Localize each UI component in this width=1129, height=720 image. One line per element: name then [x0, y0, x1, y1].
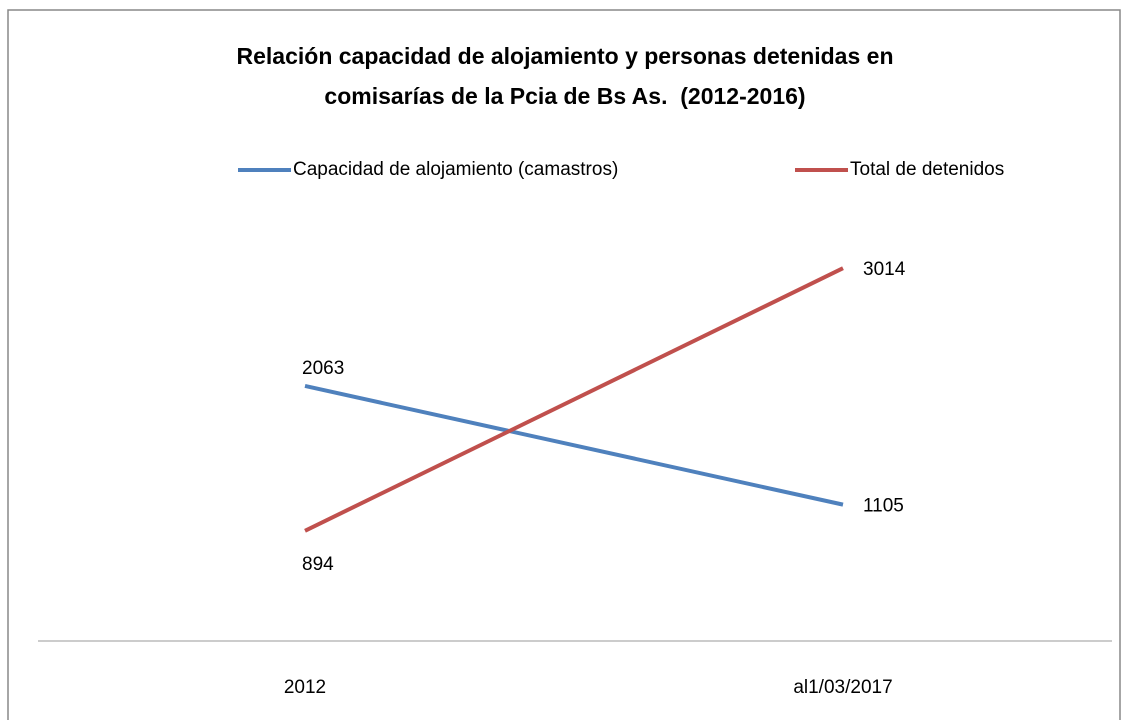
legend-label: Capacidad de alojamiento (camastros): [293, 159, 618, 180]
legend-label: Total de detenidos: [850, 159, 1004, 180]
data-label: 2063: [302, 358, 344, 379]
data-label: 1105: [863, 496, 904, 517]
data-label: 3014: [863, 259, 906, 280]
data-label: 894: [302, 554, 334, 575]
series-line: [304, 266, 844, 533]
series-line: [304, 384, 844, 507]
chart-frame: [7, 9, 1121, 720]
x-tick-label: al1/03/2017: [793, 677, 892, 698]
chart-title: Relación capacidad de alojamiento y pers…: [236, 43, 900, 109]
x-tick-label: 2012: [284, 677, 326, 698]
